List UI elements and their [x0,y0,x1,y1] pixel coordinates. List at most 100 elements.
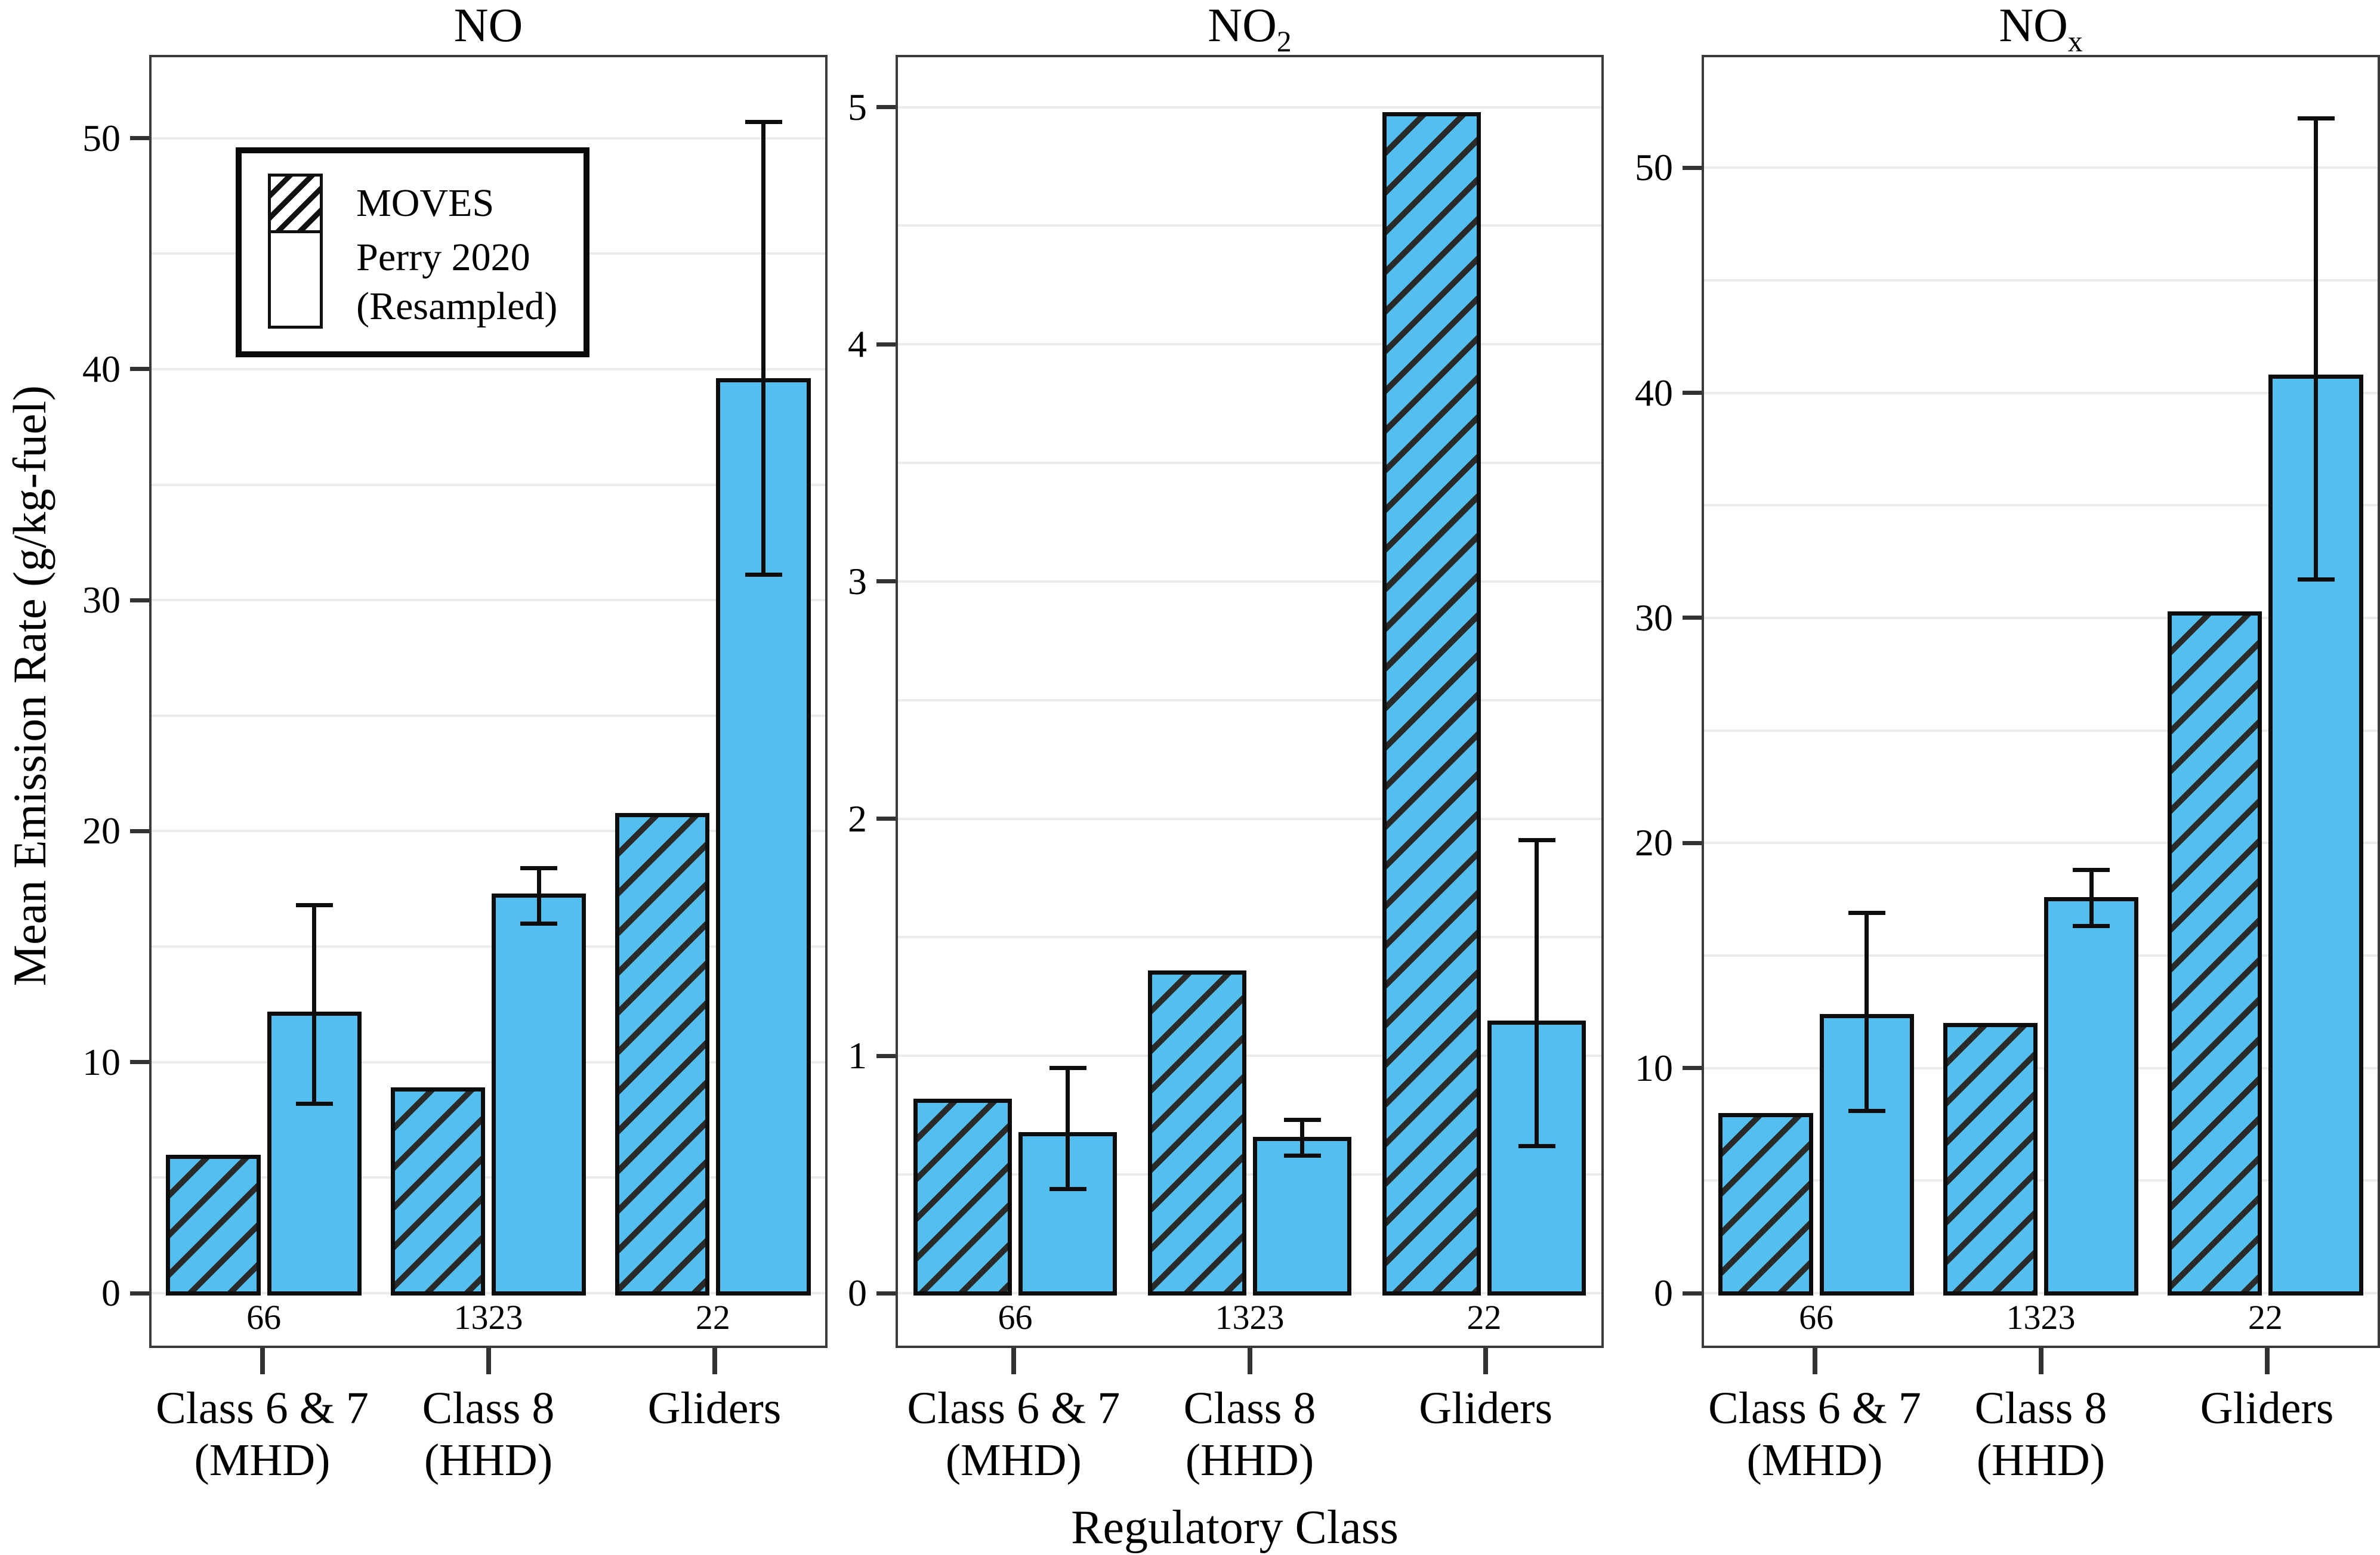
error-bar-cap [1049,1186,1086,1191]
y-tick-label: 2 [848,797,867,840]
gridline [898,936,1601,939]
gridline [152,830,825,833]
gridline [1704,504,2378,507]
gridline [152,483,825,486]
sample-count: 1323 [1215,1298,1285,1337]
y-tick-label: 50 [82,116,121,159]
error-bar-cap [1049,1065,1086,1070]
gridline [152,1061,825,1064]
gridline [152,367,825,370]
x-tick-mark [486,1348,491,1374]
legend-swatch-moves-hatched-icon [268,174,323,234]
legend-swatches [268,174,323,329]
gridline [898,1055,1601,1058]
x-category-label: Gliders [2200,1383,2334,1435]
x-category-label-line: Gliders [1419,1383,1553,1433]
gridline [898,1292,1601,1294]
x-category-label-line: (HHD) [1976,1435,2106,1485]
error-bar-cap [1283,1118,1321,1123]
y-tick-label: 30 [1635,596,1673,639]
error-bar-line [1300,1120,1305,1156]
gridline [152,714,825,717]
plot-area-nox: 0 10 20 30 40 50 66 1323 22 [1635,55,2380,1348]
legend-swatch-perry-plain-icon [268,233,323,329]
error-bar-line [2314,118,2318,580]
y-tick-label: 4 [848,323,867,366]
error-bar-cap [520,921,558,926]
y-tick-mark [1683,1291,1702,1296]
bar-moves [2168,611,2262,1296]
panel-title-no: NO [149,0,828,55]
gridline [1704,166,2378,169]
bar-moves [1147,970,1246,1296]
y-tick-label: 0 [1654,1272,1673,1314]
x-category-label-line: Class 6 & 7 [156,1383,369,1433]
panel-title-nox: NOx [1702,0,2380,58]
y-tick-label: 0 [848,1272,867,1314]
figure: Mean Emission Rate (g/kg-fuel) NO MOVES … [0,0,2380,1497]
legend: MOVES Perry 2020 (Resampled) [236,147,590,358]
x-category-label: Gliders [648,1383,782,1435]
gridline [1704,1066,2378,1069]
bar-moves [1718,1113,1813,1296]
bar-perry [2044,896,2139,1296]
x-category-label: Class 6 & 7 (MHD) [907,1383,1120,1486]
y-tick-mark [130,367,149,372]
gridline [898,580,1601,583]
x-category-label: Class 8 (HHD) [1184,1383,1316,1486]
error-bar-cap [1283,1153,1321,1158]
x-tick-mark [1483,1348,1489,1374]
y-axis-gutter [1612,55,1702,1348]
y-tick-label: 40 [82,347,121,390]
error-bar-cap [520,865,558,870]
x-axis-ticks-no2 [896,1348,1604,1374]
sample-count: 22 [695,1298,730,1337]
panels-row: NO MOVES Perry 2020 (Resampled) 0 10 20 30 4… [60,0,2380,1497]
x-category-label-line: Gliders [647,1383,782,1433]
error-bar-cap [295,1101,333,1106]
y-tick-label: 50 [1635,146,1673,189]
error-bar-line [536,868,541,924]
gridline [1704,729,2378,732]
error-bar-cap [1518,837,1555,842]
x-category-label-line: Class 6 & 7 [907,1383,1120,1433]
panel-no2: NO2 0 1 2 3 4 5 66 1323 22 Class 6 & 7 (MHD) Class… [836,0,1604,1497]
y-axis-title: Mean Emission Rate (g/kg-fuel) [4,385,55,987]
error-bar-line [1865,913,1869,1111]
x-category-label-line: Class 8 [422,1383,555,1433]
error-bar-cap [1518,1143,1555,1148]
bar-moves [166,1154,261,1296]
y-tick-mark [876,105,896,110]
plot-area-no2: 0 1 2 3 4 5 66 1323 22 [848,55,1604,1348]
y-axis-title-column: Mean Emission Rate (g/kg-fuel) [0,0,60,1372]
x-tick-mark [2038,1348,2043,1374]
y-axis-gutter [836,55,896,1348]
legend-label-moves: MOVES [356,181,495,225]
bar-perry [1253,1136,1352,1296]
gridline [1704,842,2378,845]
panel-no: NO MOVES Perry 2020 (Resampled) 0 10 20 30 4… [60,0,828,1497]
bar-perry [1819,1014,1914,1296]
gridline [898,1173,1601,1176]
panel-title-text: NO [1208,0,1277,52]
gridline [898,224,1601,227]
sample-count: 22 [1467,1298,1502,1337]
bar-moves [1943,1023,2038,1296]
error-bar-line [2089,870,2094,926]
panel-title-no2: NO2 [896,0,1604,58]
x-tick-mark [1812,1348,1817,1374]
gridline [152,1176,825,1179]
x-category-label-line: (MHD) [1746,1435,1883,1485]
y-tick-mark [1683,616,1702,620]
sample-count: 66 [1799,1298,1834,1337]
bar-perry [492,894,586,1296]
panel-nox: NOx 0 10 20 30 40 50 66 1323 22 Class 6 & 7 (MHD)… [1612,0,2380,1497]
error-bar-cap [1848,910,1885,915]
gridline [1704,954,2378,957]
error-bar-cap [295,902,333,907]
error-bar-line [1535,840,1539,1146]
gridline [898,817,1601,820]
y-tick-mark [876,579,896,584]
bar-moves [913,1098,1012,1296]
x-tick-mark [1011,1348,1016,1374]
